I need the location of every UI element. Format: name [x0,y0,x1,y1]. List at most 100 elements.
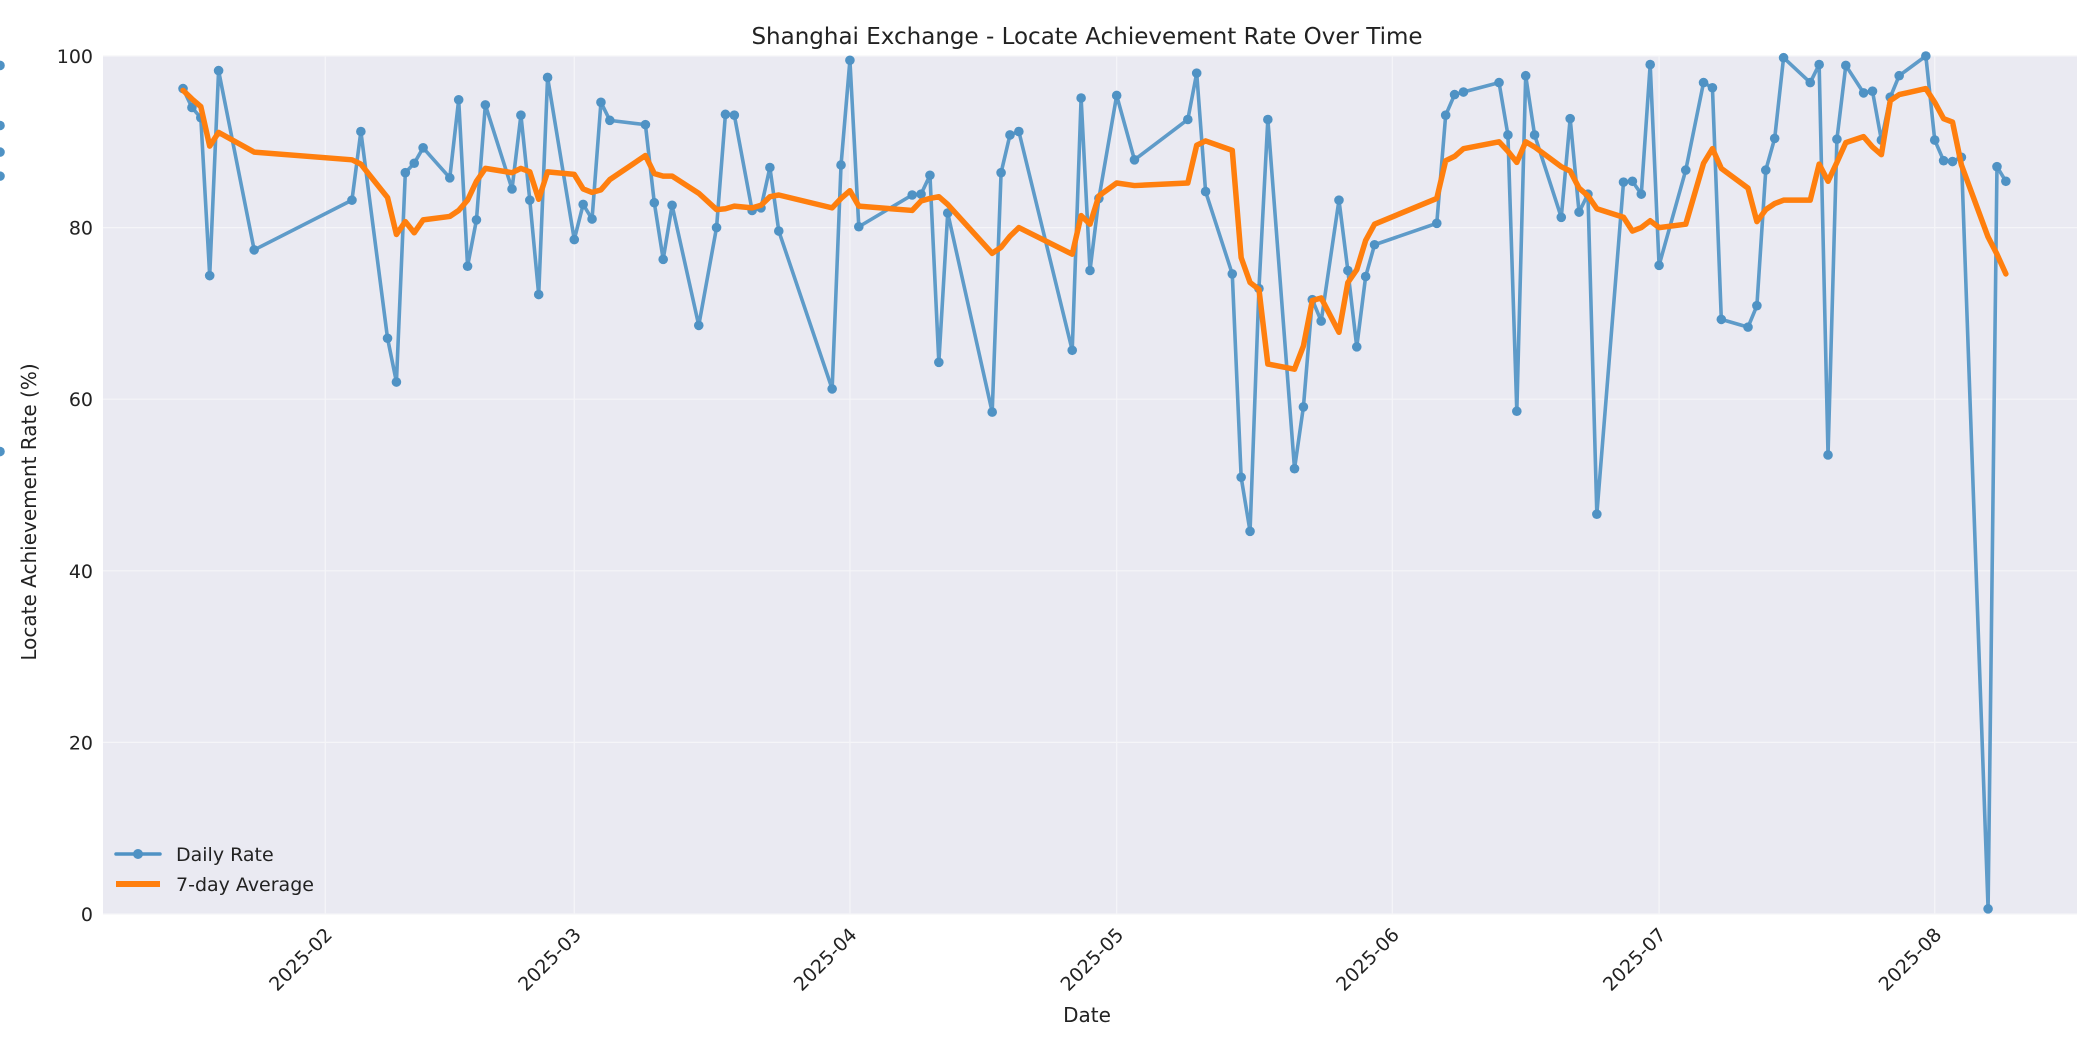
x-tick-label: 2025-03 [514,924,586,996]
daily-rate-point [1565,113,1575,124]
daily-rate-point [1752,300,1762,311]
x-tick-label: 2025-07 [1599,924,1671,996]
series-layer [0,51,2011,914]
daily-rate-point [907,190,917,200]
daily-rate-point [1289,463,1300,474]
daily-rate-point [1592,509,1602,519]
daily-rate-point [1067,345,1078,356]
daily-rate-point [916,189,926,199]
chart-title: Shanghai Exchange - Locate Achievement R… [751,24,1422,50]
daily-rate-point [1947,156,1958,167]
daily-rate-point [569,234,580,245]
daily-rate-point [507,184,517,194]
daily-rate-point [1867,86,1878,96]
daily-rate-point [1183,114,1193,125]
daily-rate-point [1938,155,1949,166]
daily-rate-point [0,147,5,157]
daily-rate-point [1894,70,1904,81]
daily-rate-point [1858,88,1869,98]
daily-rate-point [213,65,224,76]
daily-rate-point [204,270,215,281]
daily-rate-point [249,245,259,255]
daily-rate-point [649,197,660,208]
daily-rate-point [347,195,357,205]
daily-rate-point [1512,406,1522,417]
daily-rate-point [1618,177,1629,187]
daily-rate-point [1645,59,1655,70]
daily-rate-point [1654,260,1664,271]
y-axis-title: Locate Achievement Rate (%) [17,363,41,660]
daily-rate-point [1227,269,1238,279]
daily-rate-point [845,55,855,66]
daily-rate-point [1458,87,1469,97]
daily-rate-point [1369,239,1380,250]
daily-rate-point [925,170,935,181]
daily-rate-point [187,102,197,113]
daily-rate-point [462,261,473,272]
daily-rate-point [1805,77,1816,88]
grid-lines [103,55,2077,915]
legend-daily-rate-marker [133,849,143,859]
daily-rate-point [693,320,704,331]
daily-rate-point [1014,126,1024,137]
daily-rate-point [1983,904,1993,914]
y-tick-label: 40 [69,561,93,583]
daily-rate-point [765,162,775,173]
daily-rate-point [1494,77,1504,88]
daily-rate-point [720,109,731,120]
daily-rate-point [1005,130,1015,140]
daily-rate-point [934,357,944,368]
daily-rate-point [1440,110,1451,120]
daily-rate-point [1129,155,1140,165]
daily-rate-point [1316,316,1326,326]
daily-rate-point [400,167,411,178]
daily-rate-point [1778,52,1789,63]
daily-rate-point [1556,212,1567,223]
daily-rate-point [1841,60,1851,71]
daily-rate-point [1627,176,1638,187]
daily-rate-point [1298,402,1309,412]
daily-rate-point [1431,218,1442,229]
daily-rate-point [1921,51,1931,61]
x-tick-label: 2025-04 [790,924,862,996]
daily-rate-point [1191,68,1202,78]
daily-rate-point [471,215,482,225]
daily-rate-point [596,97,606,108]
x-tick-label: 2025-05 [1057,924,1129,996]
legend: Daily Rate 7-day Average [114,844,314,896]
x-tick-label: 2025-06 [1332,924,1404,996]
daily-rate-point [587,214,597,224]
daily-rate-point [2001,176,2011,187]
daily-rate-point [382,333,393,344]
daily-rate-point [1680,165,1691,175]
daily-rate-point [773,226,784,236]
daily-rate-point [1111,90,1122,101]
daily-rate-point [1698,77,1709,88]
daily-rate-point [1351,342,1362,352]
daily-rate-point [453,94,464,105]
daily-rate-point [1076,93,1086,103]
daily-rate-point [0,171,5,181]
daily-rate-point [409,158,420,169]
daily-rate-point [996,167,1006,178]
daily-rate-point [836,160,846,170]
daily-rate-point [1636,189,1647,199]
y-tick-label: 20 [69,732,93,754]
daily-rate-point [0,446,5,457]
daily-rate-point [854,221,864,232]
daily-rate-point [1929,135,1940,145]
daily-rate-point [356,126,366,137]
daily-rate-point [667,200,677,211]
daily-rate-point [1343,265,1353,276]
daily-rate-point [533,289,544,300]
daily-rate-point [516,110,526,120]
daily-rate-point [1085,265,1095,276]
daily-rate-point [1707,82,1718,93]
daily-rate-point [711,222,722,233]
daily-rate-point [1503,130,1513,140]
daily-rate-point [1236,472,1246,483]
daily-rate-point [1716,314,1727,325]
daily-rate-point [1574,207,1584,217]
